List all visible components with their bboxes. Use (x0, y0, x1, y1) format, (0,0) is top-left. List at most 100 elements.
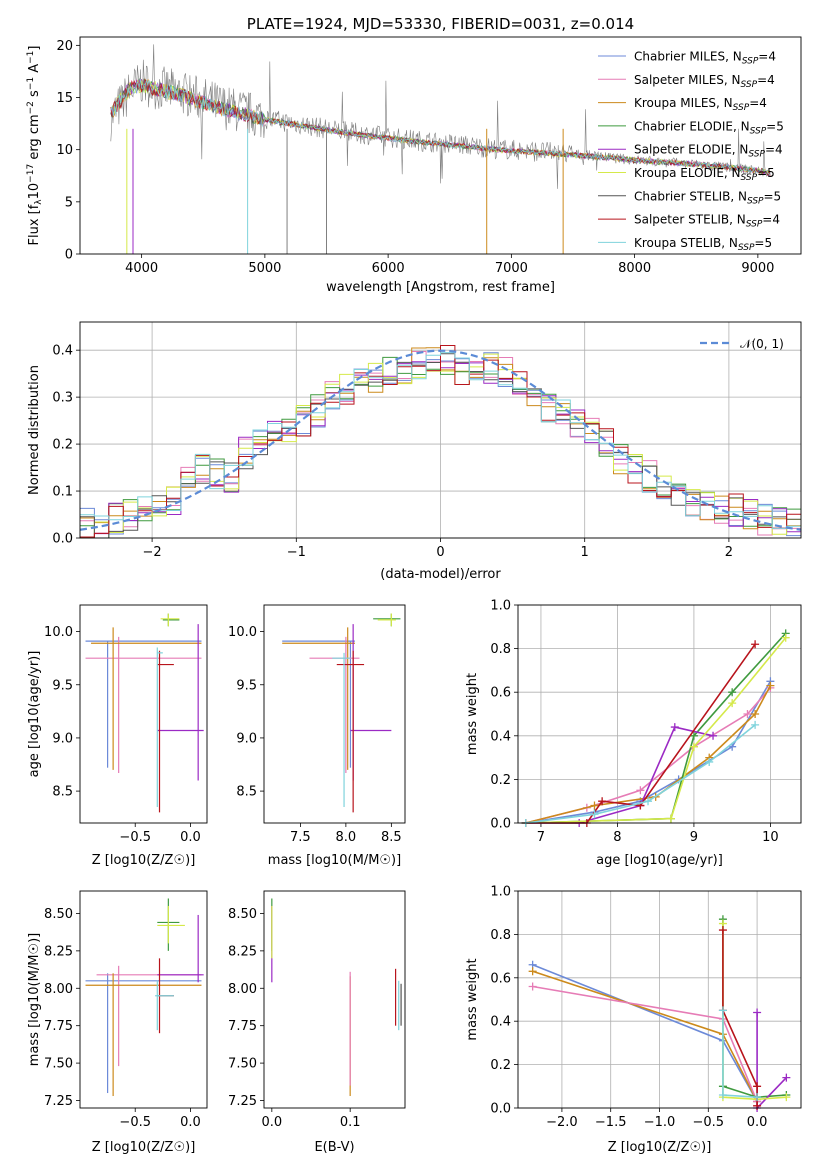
y-tick-label: 0.1 (52, 485, 73, 500)
x-tick-label: 0 (436, 545, 444, 560)
x-tick-label: 5000 (248, 261, 281, 276)
x-tick-label: −2.0 (546, 1115, 578, 1130)
y-tick-label: 20 (56, 39, 73, 54)
x-axis-label: E(B-V) (314, 1140, 354, 1155)
y-tick-label: 0.0 (490, 817, 511, 832)
y-tick-label: 8.5 (236, 785, 257, 800)
y-tick-label: 1.0 (490, 599, 511, 614)
weight-marker (644, 797, 653, 806)
axes-age-vs-metallicity: −0.5 0.0 8.5 9.0 9.5 10.0 Z [log10(Z/Z☉)] age [… (27, 604, 208, 868)
x-tick-label: 0.0 (261, 1115, 282, 1130)
y-tick-label: 0.6 (490, 686, 511, 701)
weight-series-line (756, 1012, 787, 1110)
x-tick-label: 9 (690, 830, 698, 845)
legend-label: Kroupa STELIB, NSSP=5 (634, 236, 772, 253)
axes-frame (79, 321, 802, 539)
y-tick-label: 0.4 (490, 1015, 511, 1030)
y-tick-label: 9.0 (52, 731, 73, 746)
axes-frame (263, 604, 406, 824)
histogram-step (80, 352, 801, 529)
weight-marker (766, 681, 775, 690)
weight-marker (753, 1101, 762, 1110)
x-axis-label: age [log10(age/yr)] (596, 853, 723, 868)
x-tick-label: 8000 (618, 261, 651, 276)
weight-marker (718, 1006, 727, 1015)
weight-marker (670, 723, 679, 732)
x-tick-label: 4000 (125, 261, 158, 276)
weight-marker (528, 982, 537, 991)
x-axis-label: wavelength [Angstrom, rest frame] (326, 280, 555, 295)
legend-label: Kroupa ELODIE, NSSP=5 (634, 166, 775, 183)
y-tick-label: 9.5 (52, 678, 73, 693)
y-tick-label: 8.00 (44, 982, 73, 997)
x-tick-label: −1.5 (595, 1115, 627, 1130)
y-tick-label: 0.8 (490, 928, 511, 943)
y-tick-label: 0.2 (490, 773, 511, 788)
weight-marker (782, 1073, 791, 1082)
y-tick-label: 5 (65, 195, 73, 210)
weight-series-line (722, 930, 758, 1106)
y-tick-label: 10.0 (228, 625, 257, 640)
y-tick-label: 0.2 (52, 438, 73, 453)
axes-frame (79, 890, 208, 1109)
x-tick-label: 9000 (741, 261, 774, 276)
y-axis-label: mass [log10(M/M☉)] (27, 933, 42, 1066)
y-tick-label: 7.50 (44, 1057, 73, 1072)
y-tick-label: 15 (56, 91, 73, 106)
x-tick-label: −2 (143, 545, 162, 560)
histogram-step (80, 345, 801, 538)
y-tick-label: 0.6 (490, 971, 511, 986)
weight-marker (751, 640, 760, 649)
x-tick-label: 2 (725, 545, 733, 560)
weight-marker (709, 731, 718, 740)
weight-marker (598, 797, 607, 806)
x-tick-label: 0.0 (747, 1115, 768, 1130)
y-tick-label: 0.8 (490, 642, 511, 657)
y-axis-label: mass weight (465, 958, 480, 1040)
x-axis-label: Z [log10(Z/Z☉)] (92, 853, 196, 868)
axes-residuals: −2 −1 0 1 2 0.0 0.1 0.2 0.3 0.4 (data-model)/error… (27, 321, 802, 582)
x-tick-label: −0.5 (693, 1115, 725, 1130)
plot-area (110, 44, 771, 254)
x-tick-label: 0.0 (180, 1115, 201, 1130)
axes-frame (263, 890, 406, 1109)
legend-label: Salpeter ELODIE, NSSP=4 (634, 143, 783, 160)
y-axis-label: Flux [fλ10−17 erg cm−2 s−1 A−1] (26, 46, 44, 246)
axes-frame (517, 604, 802, 824)
y-tick-label: 7.75 (228, 1019, 257, 1034)
y-tick-label: 9.0 (236, 731, 257, 746)
y-tick-label: 0.4 (52, 344, 73, 359)
x-axis-label: (data-model)/error (380, 567, 501, 582)
y-tick-label: 8.50 (228, 907, 257, 922)
weight-marker (781, 633, 790, 642)
y-tick-label: 0.3 (52, 391, 73, 406)
legend-label: Kroupa MILES, NSSP=4 (634, 96, 767, 113)
x-tick-label: 7.5 (290, 830, 311, 845)
y-axis-label: age [log10(age/yr)] (27, 651, 42, 778)
y-tick-label: 7.25 (44, 1094, 73, 1109)
x-tick-label: 10 (762, 830, 779, 845)
weight-marker (528, 967, 537, 976)
y-axis-label: mass weight (465, 673, 480, 755)
y-tick-label: 8.25 (228, 944, 257, 959)
y-tick-label: 8.00 (228, 982, 257, 997)
x-tick-label: 1 (581, 545, 589, 560)
normal-reference-curve (80, 349, 801, 531)
y-tick-label: 0.0 (490, 1102, 511, 1117)
axes-age-vs-mass: 7.5 8.0 8.5 8.5 9.0 9.5 10.0 mass [log10(M/M☉)] (228, 604, 406, 868)
weight-series-line (525, 680, 772, 824)
x-tick-label: 6000 (372, 261, 405, 276)
chart-title: PLATE=1924, MJD=53330, FIBERID=0031, z=0… (247, 15, 634, 33)
y-tick-label: 7.25 (228, 1094, 257, 1109)
legend-label: 𝒩(0, 1) (740, 337, 784, 351)
weight-marker (753, 1093, 762, 1102)
weight-marker (782, 1093, 791, 1102)
y-tick-label: 0.4 (490, 729, 511, 744)
y-tick-label: 0.2 (490, 1058, 511, 1073)
x-tick-label: 7000 (495, 261, 528, 276)
axes-frame (517, 890, 802, 1109)
y-tick-label: 10 (56, 143, 73, 158)
y-tick-label: 10.0 (44, 625, 73, 640)
axes-frame (79, 36, 802, 255)
